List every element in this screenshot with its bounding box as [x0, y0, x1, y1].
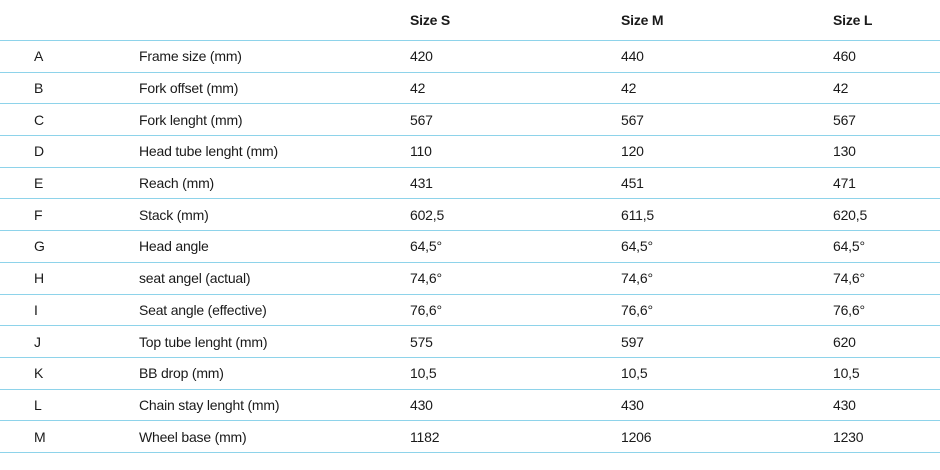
row-key: L	[0, 389, 139, 422]
row-size-l-value: 64,5°	[829, 230, 940, 263]
row-size-s-value: 420	[406, 40, 617, 73]
table-row: K BB drop (mm) 10,5 10,5 10,5	[0, 357, 940, 390]
table-row: M Wheel base (mm) 1182 1206 1230	[0, 420, 940, 453]
row-size-m-value: 430	[617, 389, 829, 422]
row-measure-name: Reach (mm)	[139, 167, 406, 200]
row-key: F	[0, 198, 139, 232]
row-size-l-value: 130	[829, 135, 940, 168]
table-row: G Head angle 64,5° 64,5° 64,5°	[0, 230, 940, 263]
row-size-s-value: 431	[406, 167, 617, 200]
row-size-m-value: 74,6°	[617, 262, 829, 295]
row-size-l-value: 42	[829, 72, 940, 105]
row-size-s-value: 76,6°	[406, 294, 617, 327]
row-size-m-value: 597	[617, 325, 829, 358]
row-size-m-value: 1206	[617, 420, 829, 453]
row-measure-name: Wheel base (mm)	[139, 420, 406, 453]
header-size-m: Size M	[617, 0, 829, 41]
row-size-m-value: 64,5°	[617, 230, 829, 263]
row-size-s-value: 575	[406, 325, 617, 358]
row-size-l-value: 460	[829, 40, 940, 73]
row-size-s-value: 74,6°	[406, 262, 617, 295]
row-size-l-value: 620	[829, 325, 940, 358]
table-row: J Top tube lenght (mm) 575 597 620	[0, 325, 940, 358]
row-size-l-value: 1230	[829, 420, 940, 453]
row-size-m-value: 10,5	[617, 357, 829, 390]
row-key: C	[0, 103, 139, 137]
row-size-s-value: 64,5°	[406, 230, 617, 263]
row-size-m-value: 567	[617, 103, 829, 137]
row-size-l-value: 471	[829, 167, 940, 200]
row-key: B	[0, 72, 139, 105]
row-size-m-value: 451	[617, 167, 829, 200]
row-size-l-value: 567	[829, 103, 940, 137]
row-size-l-value: 430	[829, 389, 940, 422]
row-size-l-value: 76,6°	[829, 294, 940, 327]
row-size-m-value: 611,5	[617, 198, 829, 232]
row-measure-name: Fork lenght (mm)	[139, 103, 406, 137]
row-size-s-value: 602,5	[406, 198, 617, 232]
row-size-s-value: 567	[406, 103, 617, 137]
row-size-l-value: 74,6°	[829, 262, 940, 295]
header-size-l: Size L	[829, 0, 940, 41]
row-size-m-value: 76,6°	[617, 294, 829, 327]
table-header-row: Size S Size M Size L	[0, 0, 940, 41]
table-row: C Fork lenght (mm) 567 567 567	[0, 103, 940, 137]
table-row: D Head tube lenght (mm) 110 120 130	[0, 135, 940, 168]
table-row: B Fork offset (mm) 42 42 42	[0, 72, 940, 105]
row-size-m-value: 440	[617, 40, 829, 73]
row-measure-name: Top tube lenght (mm)	[139, 325, 406, 358]
row-key: J	[0, 325, 139, 358]
row-size-m-value: 120	[617, 135, 829, 168]
row-size-m-value: 42	[617, 72, 829, 105]
row-measure-name: Fork offset (mm)	[139, 72, 406, 105]
row-size-s-value: 430	[406, 389, 617, 422]
geometry-table: Size S Size M Size L A Frame size (mm) 420…	[0, 0, 940, 453]
row-size-l-value: 10,5	[829, 357, 940, 390]
header-measure	[139, 0, 406, 41]
row-measure-name: Seat angle (effective)	[139, 294, 406, 327]
row-key: I	[0, 294, 139, 327]
row-measure-name: Stack (mm)	[139, 198, 406, 232]
table-row: I Seat angle (effective) 76,6° 76,6° 76,6°	[0, 294, 940, 327]
row-size-s-value: 10,5	[406, 357, 617, 390]
row-size-l-value: 620,5	[829, 198, 940, 232]
row-measure-name: Head angle	[139, 230, 406, 263]
row-measure-name: Frame size (mm)	[139, 40, 406, 73]
row-size-s-value: 110	[406, 135, 617, 168]
header-key	[0, 0, 139, 41]
row-key: D	[0, 135, 139, 168]
row-key: E	[0, 167, 139, 200]
row-key: M	[0, 420, 139, 453]
header-size-s: Size S	[406, 0, 617, 41]
row-size-s-value: 42	[406, 72, 617, 105]
table-row: F Stack (mm) 602,5 611,5 620,5	[0, 198, 940, 232]
row-key: G	[0, 230, 139, 263]
table-row: L Chain stay lenght (mm) 430 430 430	[0, 389, 940, 422]
row-measure-name: Chain stay lenght (mm)	[139, 389, 406, 422]
row-measure-name: Head tube lenght (mm)	[139, 135, 406, 168]
table-row: E Reach (mm) 431 451 471	[0, 167, 940, 200]
row-key: K	[0, 357, 139, 390]
table-body: A Frame size (mm) 420 440 460 B Fork offset (m…	[0, 40, 940, 453]
row-measure-name: BB drop (mm)	[139, 357, 406, 390]
row-size-s-value: 1182	[406, 420, 617, 453]
row-measure-name: seat angel (actual)	[139, 262, 406, 295]
row-key: H	[0, 262, 139, 295]
table-row: A Frame size (mm) 420 440 460	[0, 40, 940, 73]
row-key: A	[0, 40, 139, 73]
